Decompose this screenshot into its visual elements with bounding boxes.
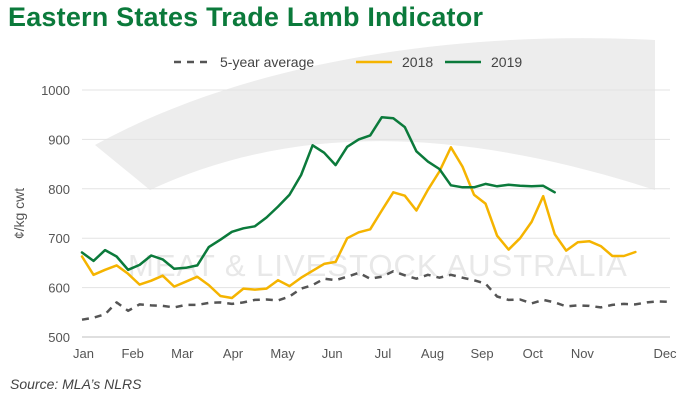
legend-label: 2018 (402, 54, 433, 70)
gridlines (82, 89, 670, 338)
x-tick-label: Aug (421, 346, 444, 361)
x-tick-label: May (270, 346, 295, 361)
x-tick-label: Mar (171, 346, 194, 361)
series-line-2018 (80, 146, 637, 300)
y-axis-ticks: 500 600 700 800 900 1000 (41, 83, 70, 345)
chart-title: Eastern States Trade Lamb Indicator (8, 2, 484, 32)
x-axis-ticks: Jan Feb Mar Apr May Jun Jul Aug Sep Oct Nov Dec (73, 346, 677, 361)
y-tick-label: 600 (48, 281, 70, 296)
x-tick-label: Jun (322, 346, 343, 361)
y-tick-label: 900 (48, 132, 70, 147)
x-tick-label: Apr (223, 346, 244, 361)
watermark-logo-shape (95, 38, 655, 190)
x-tick-label: Oct (523, 346, 544, 361)
x-tick-label: Dec (653, 346, 677, 361)
series-layer (80, 115, 671, 321)
y-tick-label: 800 (48, 182, 70, 197)
series-line-2019 (80, 115, 556, 272)
x-tick-label: Jul (375, 346, 392, 361)
y-axis-title: ¢/kg cwt (11, 188, 27, 239)
legend: 5-year average 2018 2019 (174, 54, 522, 70)
source-note: Source: MLA’s NLRS (10, 376, 142, 392)
y-tick-label: 700 (48, 231, 70, 246)
series-line-5-year-average (81, 270, 671, 321)
x-tick-label: Nov (571, 346, 595, 361)
y-tick-label: 1000 (41, 83, 70, 98)
x-tick-label: Jan (73, 346, 94, 361)
x-tick-label: Feb (122, 346, 144, 361)
y-tick-label: 500 (48, 330, 70, 345)
legend-label: 2019 (491, 54, 522, 70)
legend-label: 5-year average (220, 54, 314, 70)
x-tick-label: Sep (471, 346, 494, 361)
